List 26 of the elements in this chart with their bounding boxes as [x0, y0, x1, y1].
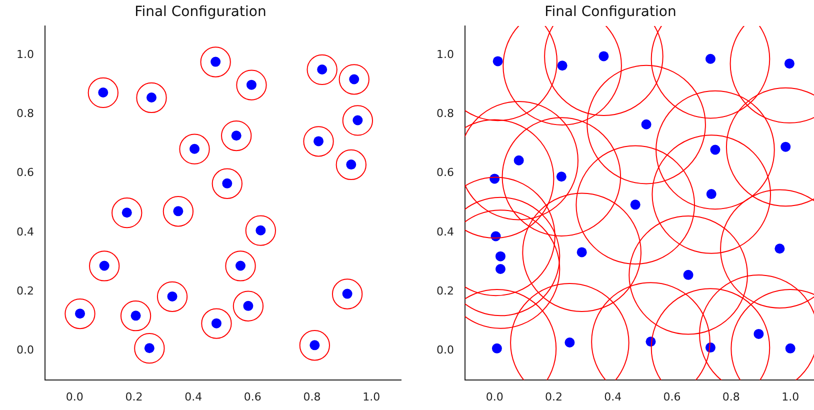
y-tick-label: 0.6 [436, 166, 454, 180]
y-tick-label: 0.4 [436, 225, 454, 238]
y-tick-label: 0.8 [16, 107, 34, 120]
y-tick-label: 0.4 [16, 225, 34, 238]
chart-title: Final Configuration [544, 4, 676, 20]
y-tick-label: 0.8 [436, 107, 454, 120]
y-tick-label: 0.2 [436, 284, 454, 298]
y-tick-label: 0.0 [436, 343, 454, 356]
x-tick-label: 0.4 [604, 390, 622, 404]
x-tick-label: 0.8 [722, 390, 740, 404]
y-tick-label: 0.0 [16, 343, 34, 356]
x-tick-label: 0.8 [303, 390, 321, 404]
x-tick-label: 1.0 [362, 390, 380, 404]
x-tick-label: 0.6 [244, 390, 262, 404]
y-tick-label: 1.0 [436, 48, 454, 62]
x-tick-label: 0.2 [544, 390, 562, 404]
y-tick-label: 1.0 [16, 48, 34, 62]
x-tick-label: 0.0 [66, 390, 84, 404]
x-tick-label: 0.6 [663, 390, 681, 404]
x-tick-label: 0.0 [486, 390, 504, 404]
x-tick-label: 0.4 [184, 390, 202, 404]
y-tick-label: 0.2 [16, 284, 34, 298]
y-tick-label: 0.6 [16, 166, 34, 180]
x-tick-label: 0.2 [125, 390, 143, 404]
x-tick-label: 1.0 [782, 390, 800, 404]
chart-title: Final Configuration [134, 4, 266, 20]
